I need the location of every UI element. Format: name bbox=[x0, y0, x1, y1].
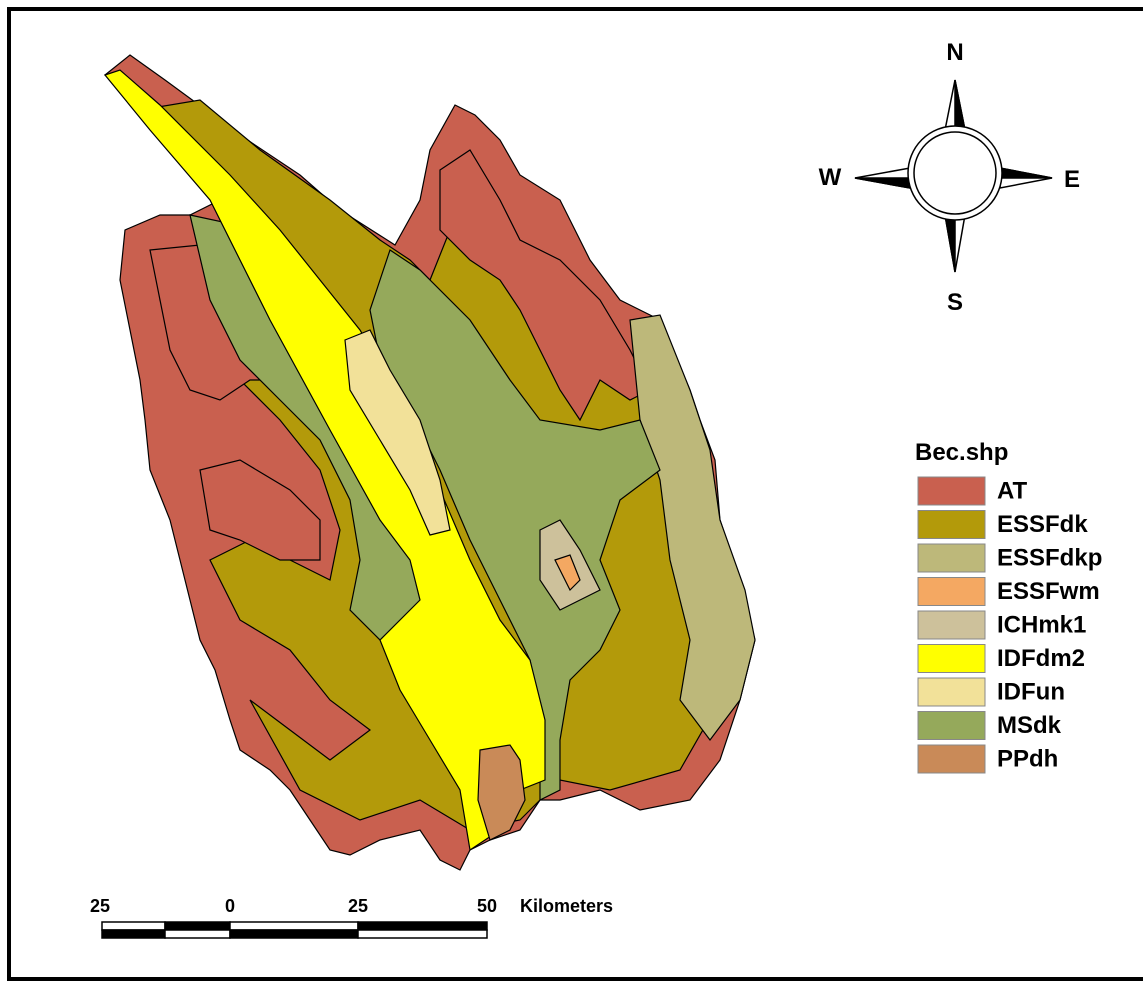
legend-label: ESSFdk bbox=[997, 511, 1088, 538]
scale-segment bbox=[230, 930, 358, 938]
legend-label: AT bbox=[997, 477, 1028, 504]
compass-west: W bbox=[819, 164, 842, 191]
scale-segment bbox=[102, 922, 165, 930]
legend-swatch bbox=[918, 611, 985, 639]
legend-swatch bbox=[918, 745, 985, 773]
legend-swatch bbox=[918, 477, 985, 505]
scale-label: 0 bbox=[225, 896, 235, 916]
scale-segment bbox=[165, 930, 230, 938]
legend-label: ESSFwm bbox=[997, 578, 1100, 605]
scale-segment bbox=[165, 922, 230, 930]
legend-label: ESSFdkp bbox=[997, 544, 1102, 571]
legend-label: PPdh bbox=[997, 745, 1058, 772]
legend-swatch bbox=[918, 511, 985, 539]
legend-label: IDFdm2 bbox=[997, 645, 1085, 672]
scale-segment bbox=[358, 930, 487, 938]
scale-segment bbox=[230, 922, 358, 930]
compass-ring bbox=[914, 132, 996, 214]
scale-segment bbox=[358, 922, 487, 930]
compass-north: N bbox=[946, 39, 963, 66]
legend-swatch bbox=[918, 544, 985, 572]
legend-swatch bbox=[918, 645, 985, 673]
legend-swatch bbox=[918, 712, 985, 740]
scale-label: 25 bbox=[90, 896, 110, 916]
scale-segment bbox=[102, 930, 165, 938]
scale-unit: Kilometers bbox=[520, 896, 613, 916]
compass-south: S bbox=[947, 289, 963, 316]
compass-east: E bbox=[1064, 166, 1080, 193]
legend-swatch bbox=[918, 578, 985, 606]
legend-label: MSdk bbox=[997, 712, 1062, 739]
legend-label: IDFun bbox=[997, 678, 1065, 705]
legend-title: Bec.shp bbox=[915, 439, 1008, 466]
map-figure: N S W E Bec.shp AT ESSFdk ESSFdkp ESSFwm ICH… bbox=[0, 0, 1143, 982]
scale-label: 50 bbox=[477, 896, 497, 916]
legend-swatch bbox=[918, 678, 985, 706]
legend-label: ICHmk1 bbox=[997, 611, 1086, 638]
scale-label: 25 bbox=[348, 896, 368, 916]
